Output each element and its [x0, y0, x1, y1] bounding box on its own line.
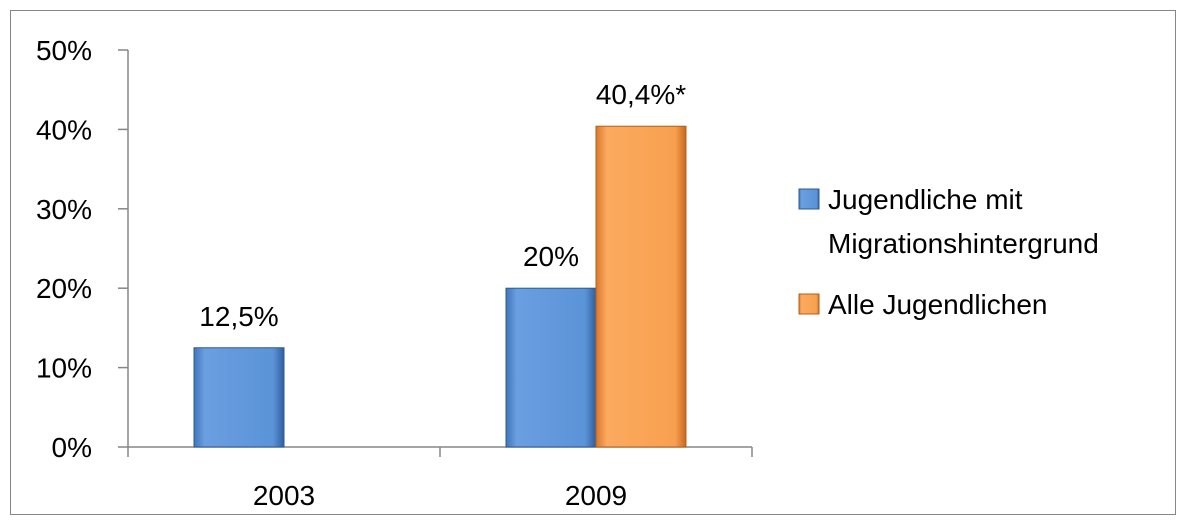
data-label: 20%	[523, 241, 579, 272]
legend-label: Migrationshintergrund	[828, 228, 1099, 259]
legend-label: Alle Jugendlichen	[828, 289, 1048, 320]
y-tick-label: 20%	[36, 273, 92, 304]
y-tick-label: 10%	[36, 353, 92, 384]
bar-jugendliche-mit-migrationshintergrund-2009	[505, 287, 597, 448]
y-tick-label: 30%	[36, 194, 92, 225]
x-tick-label: 2003	[253, 480, 315, 511]
y-tick-label: 50%	[36, 35, 92, 66]
y-tick-label: 0%	[52, 432, 92, 463]
data-label: 12,5%	[199, 301, 278, 332]
legend-swatch-blue	[798, 188, 820, 210]
legend-swatch-orange	[798, 293, 820, 315]
legend-label: Jugendliche mit	[828, 184, 1023, 215]
bar-alle-jugendlichen-2009	[595, 125, 687, 448]
bar-jugendliche-mit-migrationshintergrund-2003	[193, 347, 285, 448]
x-tick-label: 2009	[565, 480, 627, 511]
data-label: 40,4%*	[596, 79, 686, 110]
y-tick-label: 40%	[36, 114, 92, 145]
